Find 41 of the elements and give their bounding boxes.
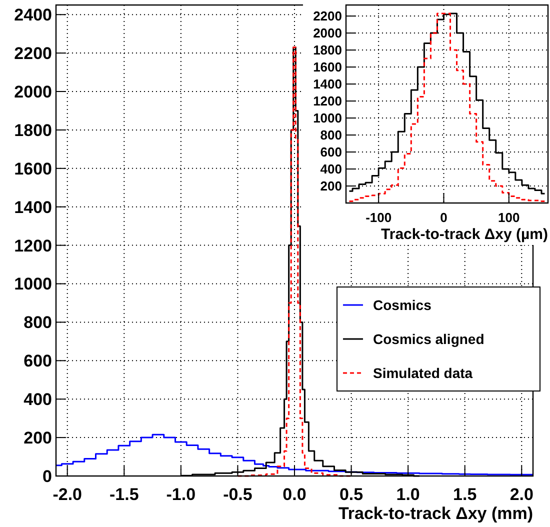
y-tick-label: 1400: [14, 198, 52, 217]
x-tick-label: 1.5: [453, 485, 477, 504]
legend-label: Simulated data: [373, 365, 473, 381]
legend-label: Cosmics aligned: [373, 331, 484, 347]
y-tick-label: 1200: [313, 94, 342, 109]
y-tick-label: 2000: [313, 26, 342, 41]
x-tick-label: 1.0: [396, 485, 420, 504]
x-tick-label: 2.0: [510, 485, 534, 504]
y-tick-label: 200: [24, 428, 52, 448]
y-tick-label: 1600: [313, 60, 342, 75]
y-tick-label: 2200: [313, 8, 342, 24]
x-tick-label: -1.5: [109, 485, 139, 504]
x-tick-label: 0.5: [339, 485, 364, 504]
y-tick-label: 1800: [313, 42, 342, 58]
x-tick-label: 0.0: [282, 485, 306, 504]
y-tick-label: 1000: [14, 274, 52, 294]
x-axis-title: Track-to-track Δxy (µm): [381, 226, 548, 243]
y-tick-label: 600: [320, 144, 342, 160]
x-axis-title: Track-to-track Δxy (mm): [338, 504, 533, 523]
y-tick-label: 600: [24, 352, 52, 371]
x-tick-label: 0: [440, 210, 448, 225]
x-tick-label: -2.0: [52, 485, 82, 504]
y-tick-label: 1600: [14, 159, 52, 178]
y-tick-label: 1200: [14, 236, 52, 256]
y-tick-label: 1800: [14, 120, 52, 140]
x-tick-label: -100: [366, 210, 392, 225]
legend-label: Cosmics: [373, 297, 432, 313]
y-tick-label: 2200: [14, 44, 52, 64]
x-tick-label: 100: [498, 210, 520, 225]
y-tick-label: 200: [320, 178, 342, 194]
y-tick-label: 400: [24, 390, 52, 410]
x-tick-label: -0.5: [223, 485, 252, 504]
y-tick-label: 400: [320, 162, 342, 177]
y-tick-label: 2000: [14, 82, 52, 102]
y-tick-label: 800: [320, 128, 342, 143]
y-tick-label: 2400: [14, 6, 52, 25]
y-tick-label: 0: [42, 466, 52, 486]
y-tick-label: 1400: [313, 76, 342, 92]
y-tick-label: 1000: [313, 110, 342, 126]
x-tick-label: -1.0: [166, 485, 196, 504]
y-tick-label: 800: [24, 313, 52, 332]
